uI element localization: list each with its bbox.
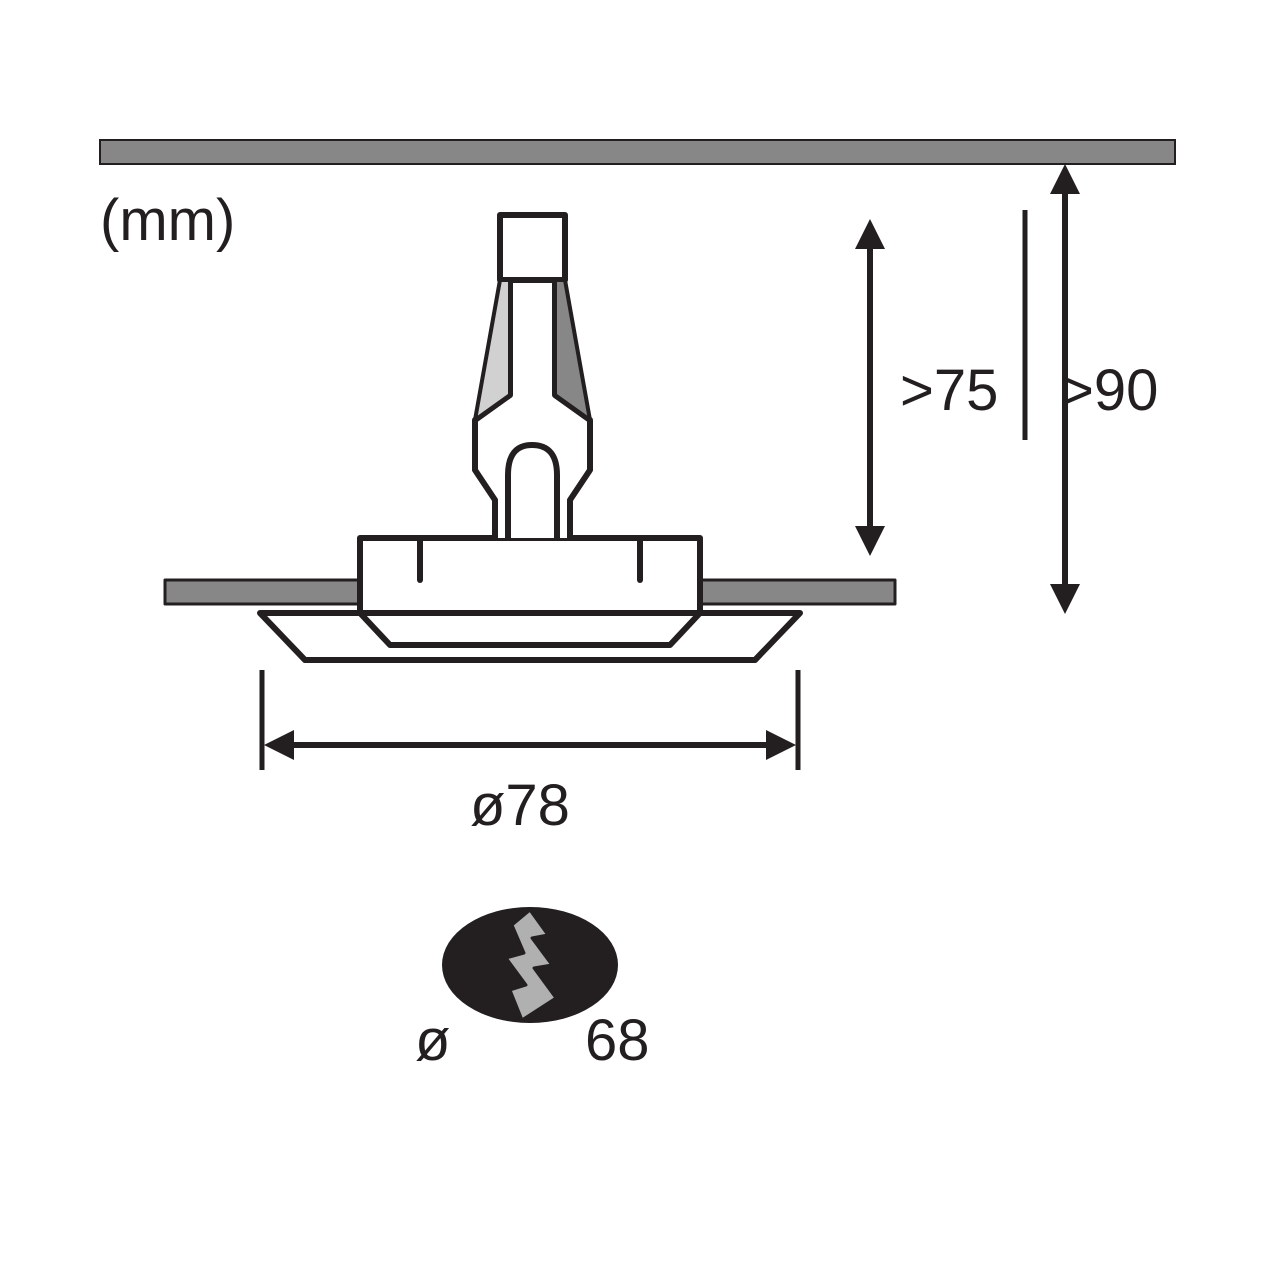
cutout-diameter-value: 68 [585, 1008, 650, 1073]
dimension-depth-total: >90 [1060, 190, 1158, 588]
depth-total-value: >90 [1060, 358, 1158, 423]
dimension-diameter-outer: ø78 [262, 670, 798, 838]
technical-diagram: (mm) >75 >90 [0, 0, 1280, 1280]
cutout-icon: ø 68 [415, 907, 650, 1073]
diameter-outer-value: ø78 [470, 773, 570, 838]
ceiling-bar [100, 140, 1175, 164]
fixture [165, 215, 895, 660]
depth-inner-value: >75 [900, 358, 998, 423]
dimension-depth-inner: >75 [870, 245, 998, 530]
cutout-diameter-prefix: ø [415, 1008, 450, 1073]
unit-label: (mm) [100, 188, 235, 253]
